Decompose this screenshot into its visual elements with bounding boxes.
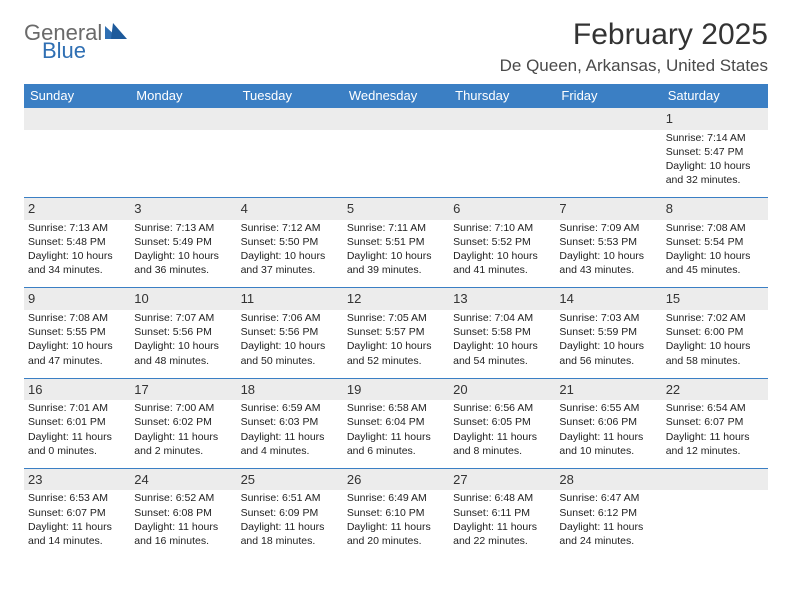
- week-detail-row: Sunrise: 7:13 AM Sunset: 5:48 PM Dayligh…: [24, 220, 768, 288]
- day-detail-cell: [555, 130, 661, 198]
- week-daynum-row: 16171819202122: [24, 378, 768, 400]
- day-detail-cell: Sunrise: 7:08 AM Sunset: 5:54 PM Dayligh…: [662, 220, 768, 288]
- day-detail-cell: Sunrise: 7:04 AM Sunset: 5:58 PM Dayligh…: [449, 310, 555, 378]
- week-daynum-row: 232425262728: [24, 468, 768, 490]
- day-detail-cell: [343, 130, 449, 198]
- week-daynum-row: 2345678: [24, 198, 768, 220]
- day-number-cell: 14: [555, 288, 661, 310]
- calendar-table: Sunday Monday Tuesday Wednesday Thursday…: [24, 84, 768, 558]
- weekday-header: Sunday: [24, 84, 130, 108]
- brand-logo: General Blue: [24, 18, 127, 62]
- day-number-cell: 11: [237, 288, 343, 310]
- day-detail-cell: Sunrise: 6:51 AM Sunset: 6:09 PM Dayligh…: [237, 490, 343, 558]
- calendar-page: General Blue February 2025 De Queen, Ark…: [0, 0, 792, 570]
- day-detail-cell: Sunrise: 7:14 AM Sunset: 5:47 PM Dayligh…: [662, 130, 768, 198]
- day-number-cell: 7: [555, 198, 661, 220]
- day-detail-cell: Sunrise: 7:03 AM Sunset: 5:59 PM Dayligh…: [555, 310, 661, 378]
- day-detail-cell: Sunrise: 7:00 AM Sunset: 6:02 PM Dayligh…: [130, 400, 236, 468]
- day-detail-cell: Sunrise: 7:09 AM Sunset: 5:53 PM Dayligh…: [555, 220, 661, 288]
- day-detail-cell: Sunrise: 6:48 AM Sunset: 6:11 PM Dayligh…: [449, 490, 555, 558]
- day-detail-cell: Sunrise: 7:10 AM Sunset: 5:52 PM Dayligh…: [449, 220, 555, 288]
- day-number-cell: 9: [24, 288, 130, 310]
- day-detail-cell: Sunrise: 6:47 AM Sunset: 6:12 PM Dayligh…: [555, 490, 661, 558]
- day-detail-cell: Sunrise: 7:07 AM Sunset: 5:56 PM Dayligh…: [130, 310, 236, 378]
- day-number-cell: 8: [662, 198, 768, 220]
- week-daynum-row: 9101112131415: [24, 288, 768, 310]
- day-detail-cell: [24, 130, 130, 198]
- day-number-cell: [449, 108, 555, 130]
- day-number-cell: 5: [343, 198, 449, 220]
- day-detail-cell: Sunrise: 7:02 AM Sunset: 6:00 PM Dayligh…: [662, 310, 768, 378]
- day-detail-cell: Sunrise: 7:13 AM Sunset: 5:49 PM Dayligh…: [130, 220, 236, 288]
- page-title: February 2025: [500, 18, 768, 52]
- day-number-cell: 18: [237, 378, 343, 400]
- week-detail-row: Sunrise: 7:14 AM Sunset: 5:47 PM Dayligh…: [24, 130, 768, 198]
- day-number-cell: 24: [130, 468, 236, 490]
- weekday-header-row: Sunday Monday Tuesday Wednesday Thursday…: [24, 84, 768, 108]
- day-number-cell: [24, 108, 130, 130]
- day-detail-cell: [237, 130, 343, 198]
- week-detail-row: Sunrise: 6:53 AM Sunset: 6:07 PM Dayligh…: [24, 490, 768, 558]
- day-number-cell: [555, 108, 661, 130]
- day-number-cell: 12: [343, 288, 449, 310]
- week-detail-row: Sunrise: 7:01 AM Sunset: 6:01 PM Dayligh…: [24, 400, 768, 468]
- day-detail-cell: Sunrise: 7:12 AM Sunset: 5:50 PM Dayligh…: [237, 220, 343, 288]
- day-detail-cell: Sunrise: 6:55 AM Sunset: 6:06 PM Dayligh…: [555, 400, 661, 468]
- day-number-cell: 27: [449, 468, 555, 490]
- weekday-header: Wednesday: [343, 84, 449, 108]
- day-number-cell: 21: [555, 378, 661, 400]
- day-number-cell: 6: [449, 198, 555, 220]
- day-detail-cell: Sunrise: 6:59 AM Sunset: 6:03 PM Dayligh…: [237, 400, 343, 468]
- day-detail-cell: Sunrise: 6:58 AM Sunset: 6:04 PM Dayligh…: [343, 400, 449, 468]
- header: General Blue February 2025 De Queen, Ark…: [24, 18, 768, 76]
- day-number-cell: 22: [662, 378, 768, 400]
- day-number-cell: 3: [130, 198, 236, 220]
- day-detail-cell: [449, 130, 555, 198]
- day-detail-cell: Sunrise: 7:05 AM Sunset: 5:57 PM Dayligh…: [343, 310, 449, 378]
- weekday-header: Saturday: [662, 84, 768, 108]
- day-number-cell: 2: [24, 198, 130, 220]
- day-number-cell: [130, 108, 236, 130]
- day-number-cell: 15: [662, 288, 768, 310]
- day-detail-cell: Sunrise: 7:06 AM Sunset: 5:56 PM Dayligh…: [237, 310, 343, 378]
- day-number-cell: 10: [130, 288, 236, 310]
- day-number-cell: 20: [449, 378, 555, 400]
- day-detail-cell: Sunrise: 6:53 AM Sunset: 6:07 PM Dayligh…: [24, 490, 130, 558]
- weekday-header: Thursday: [449, 84, 555, 108]
- brand-word-2: Blue: [42, 40, 86, 62]
- day-number-cell: [662, 468, 768, 490]
- day-detail-cell: Sunrise: 6:49 AM Sunset: 6:10 PM Dayligh…: [343, 490, 449, 558]
- day-number-cell: 23: [24, 468, 130, 490]
- weekday-header: Tuesday: [237, 84, 343, 108]
- day-number-cell: 26: [343, 468, 449, 490]
- weekday-header: Friday: [555, 84, 661, 108]
- day-detail-cell: Sunrise: 6:54 AM Sunset: 6:07 PM Dayligh…: [662, 400, 768, 468]
- day-number-cell: 28: [555, 468, 661, 490]
- day-number-cell: 19: [343, 378, 449, 400]
- week-detail-row: Sunrise: 7:08 AM Sunset: 5:55 PM Dayligh…: [24, 310, 768, 378]
- day-number-cell: 13: [449, 288, 555, 310]
- week-daynum-row: 1: [24, 108, 768, 130]
- day-number-cell: 25: [237, 468, 343, 490]
- day-number-cell: [237, 108, 343, 130]
- day-detail-cell: [662, 490, 768, 558]
- day-detail-cell: Sunrise: 7:11 AM Sunset: 5:51 PM Dayligh…: [343, 220, 449, 288]
- day-detail-cell: Sunrise: 7:13 AM Sunset: 5:48 PM Dayligh…: [24, 220, 130, 288]
- weekday-header: Monday: [130, 84, 236, 108]
- title-block: February 2025 De Queen, Arkansas, United…: [500, 18, 768, 76]
- brand-triangle-icon: [105, 23, 127, 43]
- day-number-cell: 16: [24, 378, 130, 400]
- day-number-cell: 17: [130, 378, 236, 400]
- page-subtitle: De Queen, Arkansas, United States: [500, 56, 768, 76]
- day-detail-cell: Sunrise: 7:08 AM Sunset: 5:55 PM Dayligh…: [24, 310, 130, 378]
- day-number-cell: 1: [662, 108, 768, 130]
- day-detail-cell: Sunrise: 7:01 AM Sunset: 6:01 PM Dayligh…: [24, 400, 130, 468]
- day-detail-cell: Sunrise: 6:52 AM Sunset: 6:08 PM Dayligh…: [130, 490, 236, 558]
- day-detail-cell: [130, 130, 236, 198]
- day-number-cell: [343, 108, 449, 130]
- day-detail-cell: Sunrise: 6:56 AM Sunset: 6:05 PM Dayligh…: [449, 400, 555, 468]
- day-number-cell: 4: [237, 198, 343, 220]
